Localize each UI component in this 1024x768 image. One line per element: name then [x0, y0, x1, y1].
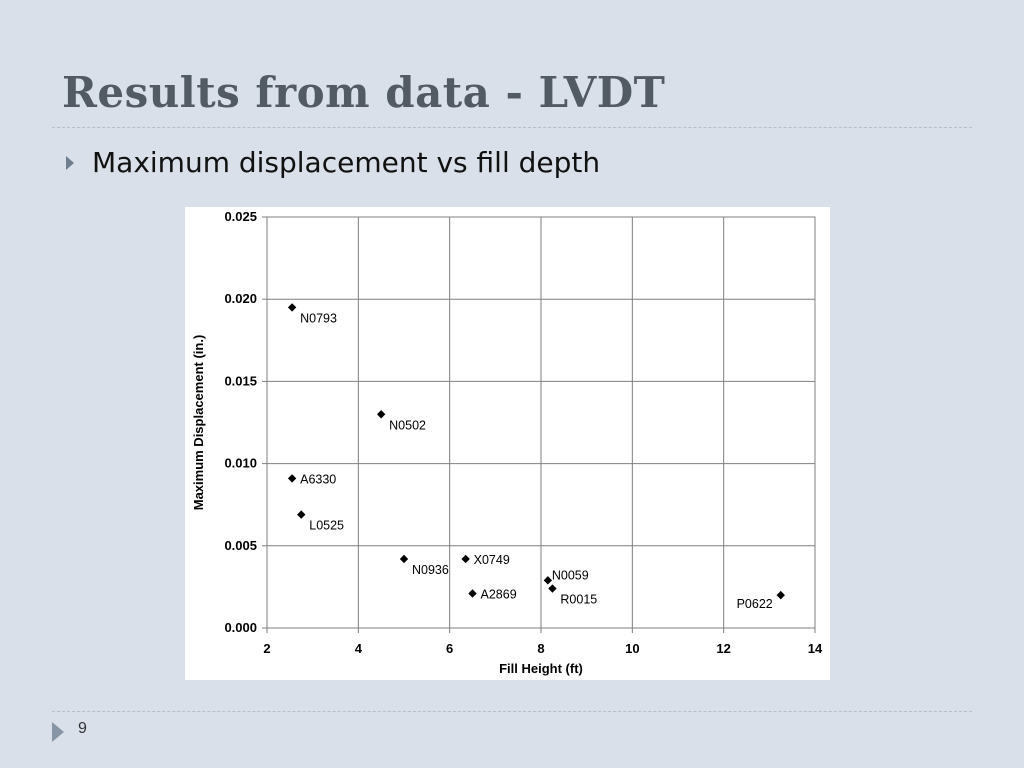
point-labels: N0793 N0502 A6330 L0525 N0936 X0749 A2869 N0059… [300, 311, 773, 611]
y-tick-label: 0.015 [224, 373, 257, 388]
scatter-chart: 0.000 0.005 0.010 0.015 0.020 0.025 2 4 6 8 10 12 1… [185, 207, 830, 680]
bullet-text: Maximum displacement vs fill depth [92, 146, 601, 179]
plot-frame [266, 216, 816, 629]
page-number: 9 [78, 720, 87, 737]
x-axis-label: Fill Height (ft) [499, 661, 583, 676]
x-tick-label: 6 [446, 641, 453, 656]
data-points [287, 303, 785, 600]
x-tick-labels: 2 4 6 8 10 12 14 [263, 641, 823, 656]
chart-grid [262, 216, 816, 633]
point-label-r0015: R0015 [560, 593, 597, 607]
data-point-a6330 [287, 474, 297, 483]
x-tick-label: 8 [537, 641, 544, 656]
chart-svg: 0.000 0.005 0.010 0.015 0.020 0.025 2 4 6 8 10 12 1… [191, 209, 823, 676]
x-tick-label: 10 [625, 641, 639, 656]
point-label-n0793: N0793 [300, 311, 337, 325]
data-point-n0936 [399, 554, 409, 564]
point-label-x0749: X0749 [474, 553, 510, 567]
slide-title: Results from data - LVDT [62, 68, 666, 117]
y-tick-label: 0.025 [224, 209, 257, 224]
point-label-p0622: P0622 [737, 597, 773, 611]
data-point-a2869 [468, 589, 477, 598]
data-point-r0015 [548, 584, 557, 593]
data-point-p0622 [776, 590, 785, 600]
x-tick-label: 12 [716, 641, 730, 656]
point-label-a2869: A2869 [481, 587, 517, 601]
point-label-n0059: N0059 [552, 568, 589, 582]
y-tick-label: 0.020 [224, 291, 257, 306]
data-point-n0502 [376, 410, 386, 419]
data-point-x0749 [461, 554, 470, 564]
x-tick-label: 2 [263, 641, 270, 656]
y-tick-label: 0.010 [224, 456, 257, 471]
footer-arrow-icon [52, 722, 64, 742]
title-divider [52, 127, 972, 128]
point-label-l0525: L0525 [309, 519, 344, 533]
y-axis-label: Maximum Displacement (in.) [191, 335, 206, 511]
y-tick-label: 0.000 [224, 620, 257, 635]
bullet-item: Maximum displacement vs fill depth [66, 146, 600, 179]
data-point-n0793 [287, 303, 297, 312]
y-tick-label: 0.005 [224, 538, 257, 553]
x-tick-label: 4 [355, 641, 363, 656]
footer-divider [52, 711, 972, 712]
point-label-n0936: N0936 [412, 563, 449, 577]
x-tick-label: 14 [808, 641, 823, 656]
point-label-n0502: N0502 [389, 418, 426, 432]
bullet-arrow-icon [66, 155, 74, 170]
y-tick-labels: 0.000 0.005 0.010 0.015 0.020 0.025 [224, 209, 257, 635]
data-point-n0059 [543, 576, 553, 585]
data-point-l0525 [297, 510, 306, 519]
point-label-a6330: A6330 [300, 472, 336, 486]
